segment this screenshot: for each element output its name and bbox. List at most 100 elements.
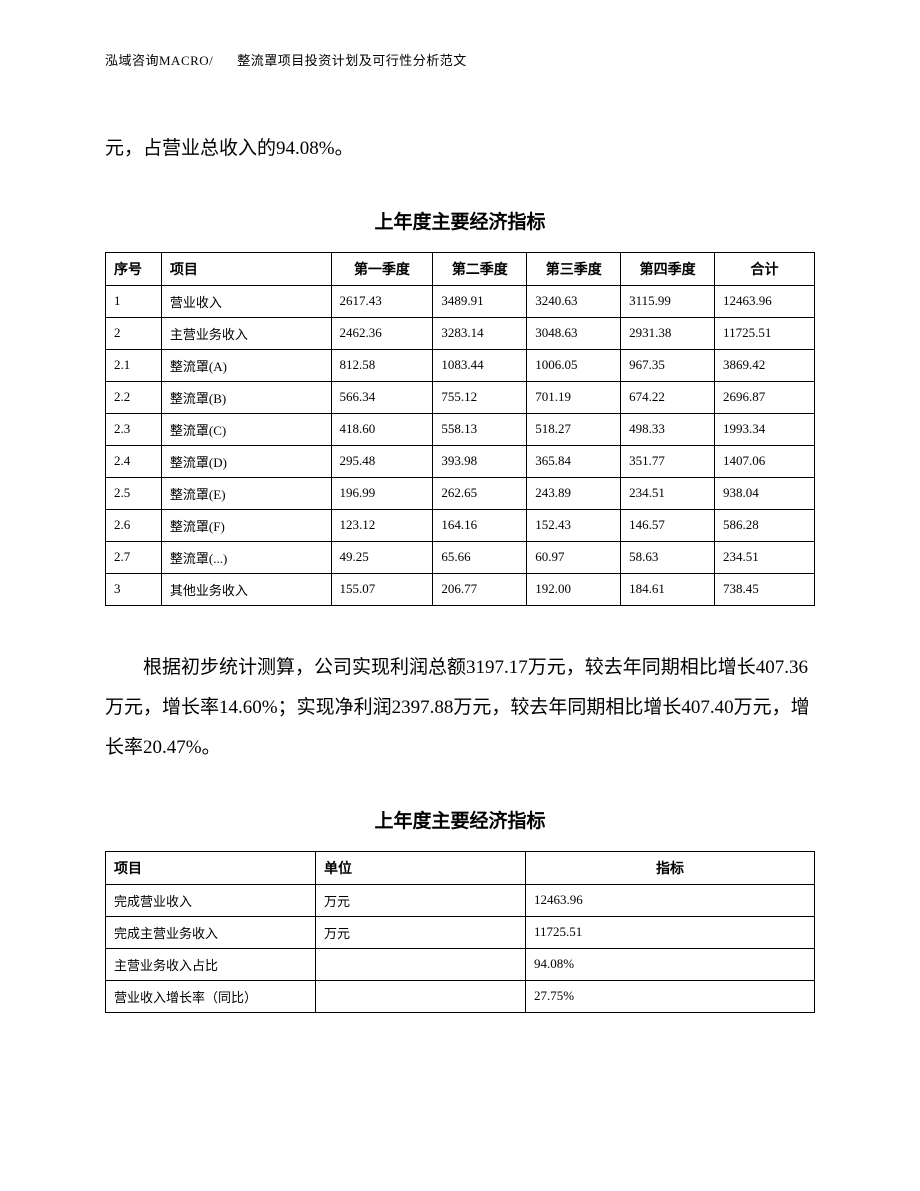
table1-col-item: 项目 <box>161 252 331 285</box>
table-cell: 123.12 <box>331 509 433 541</box>
table-row: 完成营业收入万元12463.96 <box>106 884 815 916</box>
table2-head: 项目 单位 指标 <box>106 851 815 884</box>
table-cell: 完成营业收入 <box>106 884 316 916</box>
table-cell: 营业收入增长率（同比） <box>106 980 316 1012</box>
table1-header-row: 序号 项目 第一季度 第二季度 第三季度 第四季度 合计 <box>106 252 815 285</box>
table-cell: 2.4 <box>106 445 162 477</box>
table-cell: 192.00 <box>527 573 621 605</box>
table-row: 完成主营业务收入万元11725.51 <box>106 916 815 948</box>
table-cell <box>316 980 526 1012</box>
table-cell: 完成主营业务收入 <box>106 916 316 948</box>
table-quarterly-indicators: 序号 项目 第一季度 第二季度 第三季度 第四季度 合计 1营业收入2617.4… <box>105 252 815 606</box>
table-cell: 184.61 <box>621 573 715 605</box>
table-cell: 1407.06 <box>715 445 815 477</box>
table-row: 1营业收入2617.433489.913240.633115.9912463.9… <box>106 285 815 317</box>
table-cell: 518.27 <box>527 413 621 445</box>
table-cell: 393.98 <box>433 445 527 477</box>
table-cell <box>316 948 526 980</box>
table1-head: 序号 项目 第一季度 第二季度 第三季度 第四季度 合计 <box>106 252 815 285</box>
table-row: 2.6整流罩(F)123.12164.16152.43146.57586.28 <box>106 509 815 541</box>
table-cell: 3240.63 <box>527 285 621 317</box>
table-cell: 整流罩(C) <box>161 413 331 445</box>
table-cell: 164.16 <box>433 509 527 541</box>
table-cell: 155.07 <box>331 573 433 605</box>
paragraph-1: 元，占营业总收入的94.08%。 <box>105 129 815 169</box>
table2-col-item: 项目 <box>106 851 316 884</box>
table-cell: 1 <box>106 285 162 317</box>
table-cell: 58.63 <box>621 541 715 573</box>
table-cell: 586.28 <box>715 509 815 541</box>
table-cell: 49.25 <box>331 541 433 573</box>
paragraph-2: 根据初步统计测算，公司实现利润总额3197.17万元，较去年同期相比增长407.… <box>105 648 815 768</box>
table-cell: 2.3 <box>106 413 162 445</box>
table-cell: 351.77 <box>621 445 715 477</box>
table-cell: 3 <box>106 573 162 605</box>
table-cell: 2617.43 <box>331 285 433 317</box>
table-cell: 206.77 <box>433 573 527 605</box>
table-cell: 1083.44 <box>433 349 527 381</box>
table-cell: 整流罩(B) <box>161 381 331 413</box>
table2-body: 完成营业收入万元12463.96完成主营业务收入万元11725.51主营业务收入… <box>106 884 815 1012</box>
table-cell: 65.66 <box>433 541 527 573</box>
table-cell: 152.43 <box>527 509 621 541</box>
table-cell: 967.35 <box>621 349 715 381</box>
table2-title: 上年度主要经济指标 <box>105 806 815 833</box>
table-cell: 243.89 <box>527 477 621 509</box>
table-cell: 11725.51 <box>715 317 815 349</box>
table-cell: 701.19 <box>527 381 621 413</box>
table-cell: 498.33 <box>621 413 715 445</box>
table-cell: 主营业务收入 <box>161 317 331 349</box>
table-cell: 2.2 <box>106 381 162 413</box>
table1-col-seq: 序号 <box>106 252 162 285</box>
table-summary-indicators: 项目 单位 指标 完成营业收入万元12463.96完成主营业务收入万元11725… <box>105 851 815 1013</box>
table-cell: 3869.42 <box>715 349 815 381</box>
table-cell: 146.57 <box>621 509 715 541</box>
table-cell: 营业收入 <box>161 285 331 317</box>
table-cell: 3048.63 <box>527 317 621 349</box>
table-cell: 295.48 <box>331 445 433 477</box>
table1-title: 上年度主要经济指标 <box>105 207 815 234</box>
table-cell: 234.51 <box>621 477 715 509</box>
table-cell: 整流罩(E) <box>161 477 331 509</box>
table-row: 2.2整流罩(B)566.34755.12701.19674.222696.87 <box>106 381 815 413</box>
table-cell: 2 <box>106 317 162 349</box>
table-row: 2.4整流罩(D)295.48393.98365.84351.771407.06 <box>106 445 815 477</box>
table-cell: 万元 <box>316 916 526 948</box>
table-cell: 整流罩(...) <box>161 541 331 573</box>
header-right: 整流罩项目投资计划及可行性分析范文 <box>237 53 467 68</box>
table-cell: 3283.14 <box>433 317 527 349</box>
table1-body: 1营业收入2617.433489.913240.633115.9912463.9… <box>106 285 815 605</box>
table1-col-q2: 第二季度 <box>433 252 527 285</box>
table-cell: 60.97 <box>527 541 621 573</box>
table1-col-q4: 第四季度 <box>621 252 715 285</box>
table-cell: 196.99 <box>331 477 433 509</box>
table-cell: 12463.96 <box>715 285 815 317</box>
table-cell: 主营业务收入占比 <box>106 948 316 980</box>
table-row: 2.1整流罩(A)812.581083.441006.05967.353869.… <box>106 349 815 381</box>
table-cell: 94.08% <box>526 948 815 980</box>
table-row: 2.3整流罩(C)418.60558.13518.27498.331993.34 <box>106 413 815 445</box>
table-cell: 11725.51 <box>526 916 815 948</box>
page-header: 泓域咨询MACRO/整流罩项目投资计划及可行性分析范文 <box>105 50 815 69</box>
table2-col-value: 指标 <box>526 851 815 884</box>
table-cell: 2.5 <box>106 477 162 509</box>
table-cell: 812.58 <box>331 349 433 381</box>
table-cell: 其他业务收入 <box>161 573 331 605</box>
table-cell: 万元 <box>316 884 526 916</box>
table-cell: 2462.36 <box>331 317 433 349</box>
table-cell: 566.34 <box>331 381 433 413</box>
table-cell: 418.60 <box>331 413 433 445</box>
table2-header-row: 项目 单位 指标 <box>106 851 815 884</box>
table-cell: 2.1 <box>106 349 162 381</box>
table2-col-unit: 单位 <box>316 851 526 884</box>
table-cell: 1006.05 <box>527 349 621 381</box>
table-cell: 整流罩(D) <box>161 445 331 477</box>
table-cell: 27.75% <box>526 980 815 1012</box>
table-row: 2.5整流罩(E)196.99262.65243.89234.51938.04 <box>106 477 815 509</box>
table1-col-q1: 第一季度 <box>331 252 433 285</box>
table-cell: 738.45 <box>715 573 815 605</box>
header-left: 泓域咨询MACRO/ <box>105 53 213 68</box>
table-cell: 1993.34 <box>715 413 815 445</box>
table-cell: 3115.99 <box>621 285 715 317</box>
table-cell: 674.22 <box>621 381 715 413</box>
